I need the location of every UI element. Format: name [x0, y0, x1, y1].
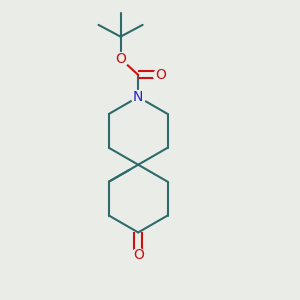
Text: N: N — [133, 90, 143, 104]
Text: O: O — [155, 68, 166, 82]
Text: O: O — [115, 52, 126, 66]
Text: O: O — [133, 248, 144, 262]
